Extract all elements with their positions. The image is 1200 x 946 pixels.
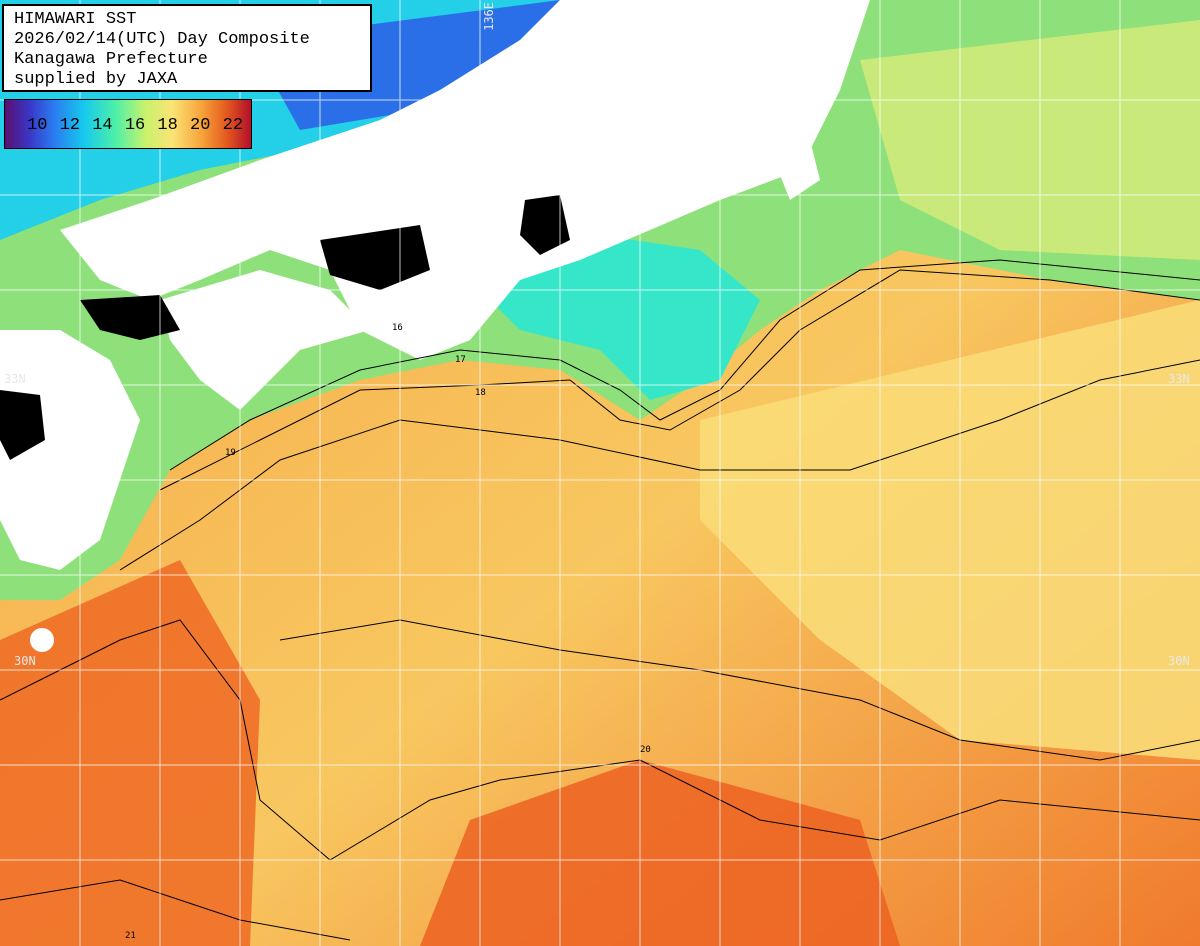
contour-label: 18 bbox=[475, 388, 486, 398]
contour-label: 17 bbox=[455, 355, 466, 365]
contour-label-group: 16 17 18 19 20 21 bbox=[125, 323, 651, 941]
land-izu bbox=[770, 140, 820, 200]
legend-labels: 10 12 14 16 18 20 22 bbox=[27, 116, 244, 135]
sea-bay-cyan bbox=[470, 235, 760, 400]
cloud-kyushu bbox=[0, 390, 45, 460]
land-kyushu bbox=[0, 330, 140, 570]
land-island bbox=[30, 628, 54, 652]
cloud-kii bbox=[320, 225, 430, 290]
color-legend: 10 12 14 16 18 20 22 bbox=[4, 99, 252, 149]
land-honshu bbox=[60, 0, 870, 360]
title-line-2: 2026/02/14(UTC) Day Composite bbox=[14, 30, 310, 49]
cloud-inland-sea bbox=[80, 295, 180, 340]
contour-19b bbox=[279, 619, 1200, 761]
sea-southwest-hot bbox=[0, 560, 260, 946]
title-line-4: supplied by JAXA bbox=[14, 70, 178, 89]
contour-label: 21 bbox=[125, 931, 136, 941]
contour-18 bbox=[159, 269, 1200, 491]
lat-label-30n-right: 30N bbox=[1168, 654, 1190, 668]
title-box: HIMAWARI SST 2026/02/14(UTC) Day Composi… bbox=[2, 4, 372, 92]
sea-northeast-lightgreen bbox=[860, 20, 1200, 260]
title-line-3: Kanagawa Prefecture bbox=[14, 50, 208, 69]
land-shikoku bbox=[160, 270, 370, 410]
sea-east-yellow bbox=[700, 300, 1200, 760]
contour-label: 20 bbox=[640, 745, 651, 755]
lat-label-33n-left: 33N bbox=[4, 372, 26, 386]
sea-south-hot bbox=[420, 760, 900, 946]
contour-21 bbox=[0, 879, 351, 941]
lat-label-33n-right: 33N bbox=[1168, 372, 1190, 386]
lon-label-136e: 136E bbox=[482, 2, 496, 31]
lat-label-30n-left: 30N bbox=[14, 654, 36, 668]
contour-label: 19 bbox=[225, 448, 236, 458]
cloud-ise bbox=[520, 195, 570, 255]
contour-label: 16 bbox=[392, 323, 403, 333]
title-line-1: HIMAWARI SST bbox=[14, 10, 137, 29]
